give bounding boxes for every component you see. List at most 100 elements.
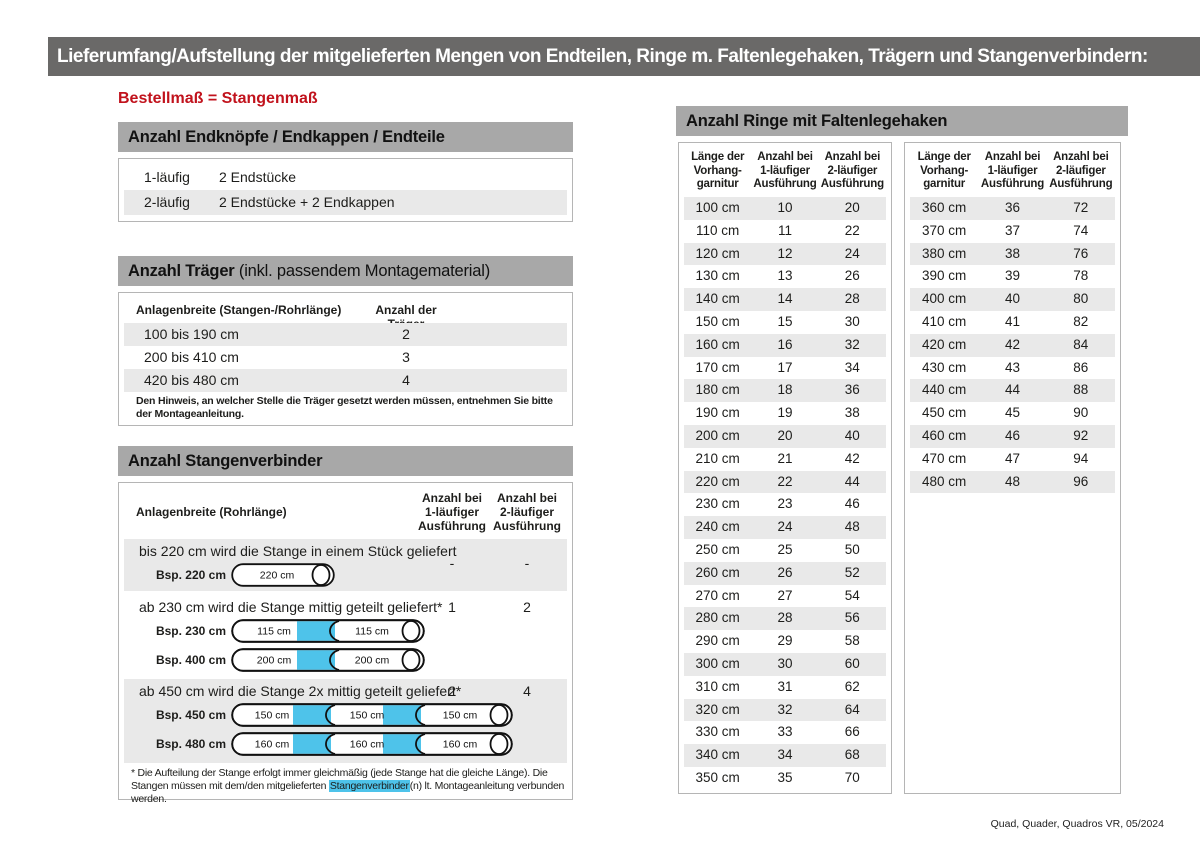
- rod-segment-label: 220 cm: [260, 570, 295, 582]
- ring-table-row: 170 cm 17 34: [684, 357, 886, 380]
- ring-table-cell: 29: [777, 633, 793, 649]
- column-header-2-laeufig: Anzahl bei 2-läufiger Ausführung: [493, 491, 561, 533]
- ring-table-cell: 18: [777, 382, 793, 398]
- ring-table-row: 460 cm 46 92: [910, 424, 1115, 448]
- ring-table-cell: 22: [844, 222, 860, 238]
- ring-table-cell: 21: [777, 450, 793, 466]
- ring-table-cell: 270 cm: [695, 587, 740, 603]
- ring-table-cell: 68: [844, 747, 860, 763]
- ring-table-cell: 38: [1004, 245, 1020, 261]
- rod-segment-label: 160 cm: [255, 739, 290, 751]
- section-title-ringe: Anzahl Ringe mit Faltenlegehaken: [686, 112, 948, 130]
- ring-table-cell: 52: [844, 564, 860, 580]
- column-header-1-laeufig: Anzahl bei 1-läufiger Ausführung: [418, 491, 486, 533]
- value-1-laeufig: 1: [448, 599, 456, 615]
- ring-table-cell: 84: [1073, 336, 1089, 352]
- ring-table-row: 470 cm 47 94: [910, 448, 1115, 471]
- rod-connector: [383, 705, 421, 725]
- ring-table-row: 160 cm 16 32: [684, 333, 886, 357]
- ring-table-row: 200 cm 20 40: [684, 424, 886, 448]
- ring-table-cell: 24: [844, 245, 860, 261]
- ring-table-cell: 190 cm: [695, 405, 740, 421]
- rod-segment-label: 150 cm: [443, 710, 478, 722]
- table-row: 200 bis 410 cm 3: [124, 346, 567, 369]
- ring-table-cell: 380 cm: [922, 245, 967, 261]
- footnote-highlight: Stangenverbinder: [328, 780, 410, 792]
- ring-table-row: 310 cm 31 62: [684, 676, 886, 699]
- cell-range: 200 bis 410 cm: [144, 349, 239, 365]
- ring-table-row: 450 cm 45 90: [910, 402, 1115, 425]
- ring-table-cell: 42: [844, 450, 860, 466]
- ring-table-cell: 60: [844, 655, 860, 671]
- ring-table-row: 430 cm 43 86: [910, 357, 1115, 380]
- column-header-2-laeufig: Anzahl bei 2-läufiger Ausführung: [820, 151, 884, 190]
- ring-table-cell: 33: [777, 724, 793, 740]
- ring-table-cell: 45: [1004, 405, 1020, 421]
- ring-table-row: 240 cm 24 48: [684, 516, 886, 539]
- ring-table-rows: 360 cm 36 72 370 cm 37 74 380 cm 38 76 390 cm 39 78…: [910, 197, 1115, 494]
- ring-table-cell: 43: [1004, 359, 1020, 375]
- rod-example-line: Bsp. 450 cm 150 cm 150 cm 150 cm: [124, 703, 567, 727]
- traeger-note: Den Hinweis, an welcher Stelle die Träge…: [136, 395, 553, 420]
- rod-example-label: Bsp. 450 cm: [155, 708, 226, 722]
- section-title-traeger-suffix: (inkl. passendem Montagematerial): [234, 262, 490, 280]
- ring-table-cell: 15: [777, 313, 793, 329]
- cell-type: 2-läufig: [144, 194, 190, 210]
- cell-parts: 2 Endstücke: [219, 169, 297, 185]
- ring-table-cell: 78: [1073, 268, 1089, 284]
- cell-count: 2: [402, 326, 410, 342]
- column-header-laenge: Länge der Vorhang- garnitur: [917, 151, 971, 190]
- ring-table-cell: 290 cm: [695, 633, 740, 649]
- ring-table-cell: 470 cm: [922, 450, 967, 466]
- ring-table-cell: 100 cm: [695, 200, 740, 215]
- footnote-part1: * Die Aufteilung der Stange erfolgt imme…: [131, 767, 548, 792]
- table-row: 2-läufig 2 Endstücke + 2 Endkappen: [124, 190, 567, 215]
- rod-segment-label: 115 cm: [355, 626, 389, 638]
- ring-table-cell: 36: [844, 382, 860, 398]
- ring-table-row: 270 cm 27 54: [684, 585, 886, 608]
- ring-table-cell: 32: [777, 701, 793, 717]
- ring-table-row: 110 cm 11 22: [684, 220, 886, 243]
- ring-table-cell: 210 cm: [695, 450, 740, 466]
- rod-diagram-450: 150 cm 150 cm 150 cm: [231, 703, 513, 727]
- rod-connector: [383, 734, 421, 754]
- ring-table-cell: 13: [777, 268, 793, 284]
- ring-table-cell: 200 cm: [695, 427, 740, 443]
- rod-example-label: Bsp. 230 cm: [155, 624, 226, 638]
- ring-table-cell: 440 cm: [922, 382, 967, 398]
- ring-table-cell: 34: [844, 359, 860, 375]
- ring-table-cell: 480 cm: [922, 473, 967, 489]
- ring-table-cell: 280 cm: [695, 610, 740, 626]
- ring-table-cell: 420 cm: [922, 336, 967, 352]
- rod-diagram-230: 115 cm 115 cm: [231, 619, 425, 643]
- section-title-verbinder: Anzahl Stangenverbinder: [128, 452, 323, 470]
- ring-table-row: 140 cm 14 28: [684, 288, 886, 311]
- value-1-laeufig: 2: [448, 683, 456, 699]
- ring-table-row: 260 cm 26 52: [684, 561, 886, 585]
- row-description: ab 230 cm wird die Stange mittig geteilt…: [139, 599, 443, 615]
- ring-table-cell: 58: [844, 633, 860, 649]
- ring-table-cell: 31: [777, 678, 793, 694]
- ring-table-cell: 220 cm: [695, 473, 740, 489]
- ring-table-row: 480 cm 48 96: [910, 470, 1115, 494]
- ring-table-cell: 86: [1073, 359, 1089, 375]
- cell-count: 3: [402, 349, 410, 365]
- ring-table-cell: 340 cm: [695, 747, 740, 763]
- value-1-laeufig: -: [449, 555, 455, 571]
- table-row: 100 bis 190 cm 2: [124, 323, 567, 346]
- ring-table-cell: 460 cm: [922, 427, 967, 443]
- ring-table-row: 410 cm 41 82: [910, 311, 1115, 334]
- ring-table-row: 320 cm 32 64: [684, 698, 886, 722]
- ring-table-cell: 430 cm: [922, 359, 967, 375]
- rod-connector: [297, 650, 335, 670]
- section-header-traeger: Anzahl Träger (inkl. passendem Montagema…: [118, 256, 573, 286]
- ring-table-rows: 100 cm 10 20 110 cm 11 22 120 cm 12 24 130 cm 13 26…: [684, 197, 886, 790]
- ring-table-cell: 310 cm: [695, 678, 740, 694]
- ring-table-cell: 38: [844, 405, 860, 421]
- column-header-rohrlaenge: Anlagenbreite (Rohrlänge): [136, 505, 287, 519]
- ring-table-cell: 92: [1073, 427, 1089, 443]
- cell-type: 1-läufig: [144, 169, 190, 185]
- ring-table-cell: 180 cm: [695, 382, 740, 398]
- ring-table-cell: 390 cm: [922, 268, 967, 284]
- ring-table-row: 420 cm 42 84: [910, 333, 1115, 357]
